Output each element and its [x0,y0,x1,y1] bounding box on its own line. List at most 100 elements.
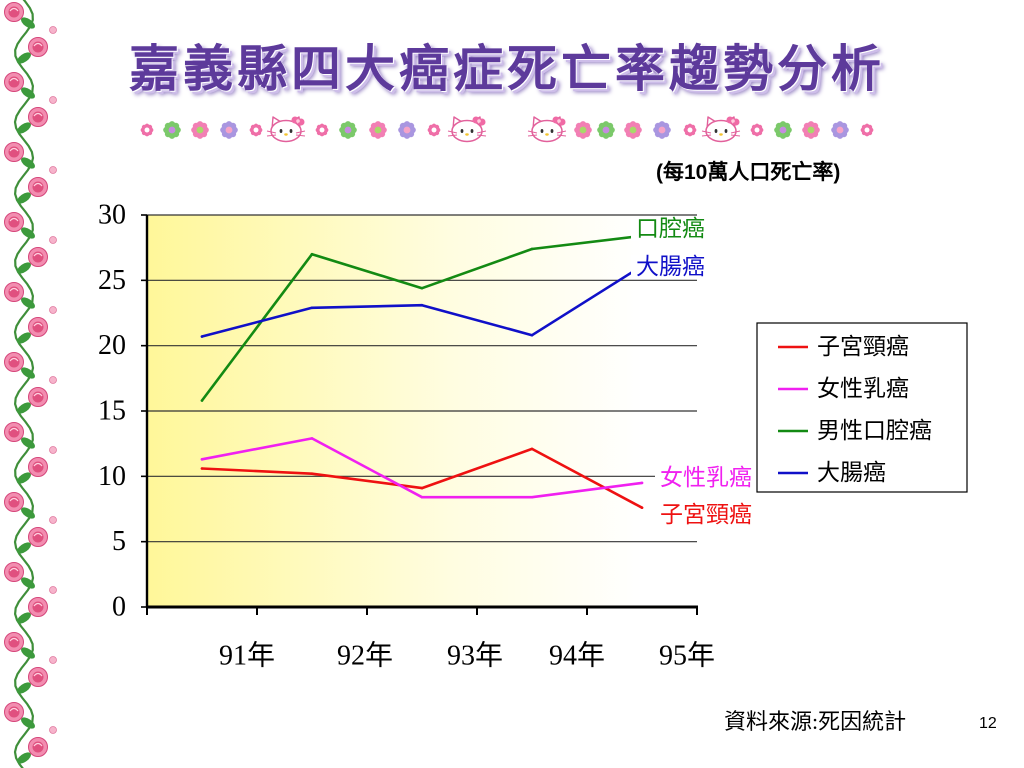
flower-icon [163,121,181,139]
data-point [200,458,204,461]
leaf-icon [17,472,31,484]
data-point [530,247,534,251]
legend-label: 大腸癌 [817,460,886,486]
x-tick-label: 95年 [659,640,715,672]
leaf-icon [17,52,31,64]
bud-icon [49,516,57,524]
series-breast-cancer [200,437,644,499]
decorative-flower-strip [140,116,874,143]
series-label-colorectal-cancer: 大腸癌 [636,254,705,280]
unit-note: (每10萬人口死亡率) [656,161,841,184]
data-point [420,495,424,499]
leaf-icon [21,717,35,729]
leaf-icon [17,192,31,204]
rose-icon [4,142,24,162]
data-point [530,447,534,451]
flower-icon [683,123,697,137]
leaf-icon [21,577,35,589]
flower-icon [369,121,387,139]
legend-label: 男性口腔癌 [817,418,932,444]
data-point [310,252,314,256]
legend-box [756,322,968,493]
series-label-background [655,466,765,490]
legend-item: 大腸癌 [778,460,886,486]
series-cervical-cancer [200,447,644,510]
leaf-icon [17,402,31,414]
legend-item: 女性乳癌 [778,376,909,402]
leaf-icon [21,227,35,239]
axes: 0 5 10 15 20 25 30 91年 92年 93年 94年 95年 [98,200,715,672]
slide-title: 嘉義縣四大癌症死亡率趨勢分析 [129,40,885,98]
y-tick-label: 30 [98,200,126,231]
flower-icon [624,121,642,139]
flower-icon [140,123,154,137]
series-label-background [631,255,716,279]
flower-icon [315,123,329,137]
flower-icon [574,121,592,139]
flower-icon [398,121,416,139]
rose-icon [28,527,48,547]
data-point [200,399,204,402]
data-point [200,335,204,338]
bud-icon [49,376,57,384]
rose-icon [4,2,24,22]
leaf-icon [17,612,31,624]
flower-icon [249,123,263,137]
rose-icon [28,457,48,477]
rose-icon [28,737,48,757]
vine-stem [13,0,35,768]
flower-icon [220,121,238,139]
series-label-breast-cancer: 女性乳癌 [660,465,752,491]
leaf-icon [21,437,35,449]
bud-icon [49,236,57,244]
flower-icon [774,121,792,139]
leaf-icon [21,367,35,379]
leaf-icon [17,682,31,694]
kitty-face-icon [527,116,567,143]
data-point [420,486,424,490]
leaf-icon [21,17,35,29]
bud-icon [49,96,57,104]
x-tick-label: 93年 [447,640,503,672]
leaf-icon [17,262,31,274]
data-point [640,506,644,509]
flower-icon [802,121,820,139]
rose-icon [4,352,24,372]
leaf-icon [21,647,35,659]
data-point [310,472,314,476]
bud-icon [49,306,57,314]
legend-item: 男性口腔癌 [778,418,932,444]
y-tick-label: 5 [112,526,126,557]
rose-icon [28,37,48,57]
y-tick-label: 15 [98,396,126,427]
bud-icon [49,656,57,664]
y-tick-label: 25 [98,265,126,296]
leaf-icon [21,507,35,519]
flower-icon [831,121,849,139]
series-label-oral-cancer: 口腔癌 [636,216,705,242]
gridlines [147,214,697,543]
kitty-face-icon [447,116,487,143]
bud-icon [49,726,57,734]
rose-vine-border [4,0,57,768]
y-tick-label: 20 [98,330,126,361]
rose-icon [28,317,48,337]
rose-icon [4,282,24,302]
leaf-icon [17,752,31,764]
rose-icon [4,492,24,512]
leaf-icon [17,542,31,554]
data-point [420,303,424,307]
flower-icon [653,121,671,139]
page-number: 12 [979,715,997,732]
bud-icon [49,26,57,34]
flower-icon [597,121,615,139]
leaf-icon [21,87,35,99]
bud-icon [49,166,57,174]
data-point [310,306,314,310]
data-point [200,467,204,470]
bud-icon [49,446,57,454]
flower-icon [860,123,874,137]
